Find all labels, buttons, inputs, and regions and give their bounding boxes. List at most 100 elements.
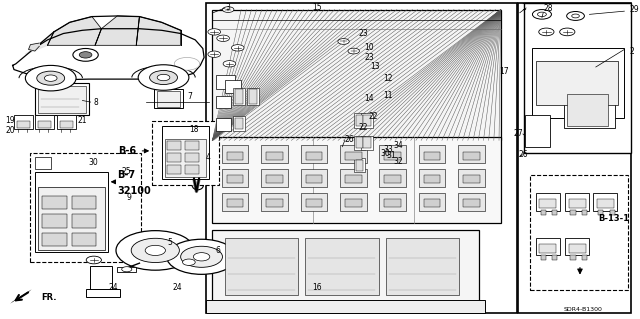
Bar [582,255,587,260]
Bar [424,152,440,160]
Bar [225,238,298,295]
Bar [235,118,243,129]
Bar [354,158,365,172]
Bar [362,136,372,150]
Circle shape [231,45,244,51]
Text: B-7: B-7 [117,170,136,181]
Bar [164,123,186,139]
Bar [565,193,589,211]
Bar [165,126,183,138]
Bar [424,199,440,207]
Bar [582,210,587,215]
Circle shape [208,29,221,35]
Text: 9: 9 [127,193,132,202]
Bar [227,175,243,183]
Circle shape [150,70,177,85]
Text: 32: 32 [393,157,403,166]
Bar [266,199,283,207]
Bar [225,80,241,93]
Bar [261,193,288,211]
Text: 5: 5 [168,238,172,247]
Bar [216,96,231,108]
Text: 26: 26 [344,135,354,144]
Polygon shape [95,16,140,45]
Bar [212,10,500,140]
Bar [570,210,575,215]
Bar [72,233,97,246]
Circle shape [182,259,195,265]
Bar [249,89,257,104]
Bar [567,94,609,126]
Bar [35,115,54,129]
Bar [385,238,459,295]
Bar [167,153,181,162]
Bar [541,255,546,260]
Bar [540,244,556,253]
Circle shape [44,75,57,81]
Bar [261,169,288,187]
Text: 14: 14 [364,94,374,103]
Text: 22: 22 [369,112,378,121]
Bar [212,230,479,303]
Bar [301,193,327,211]
Bar [38,121,51,128]
Bar [227,199,243,207]
Bar [17,121,30,128]
Circle shape [338,39,349,44]
Text: 6: 6 [216,246,220,255]
Text: 33: 33 [383,145,393,154]
Bar [536,61,618,105]
Bar [216,75,234,89]
Bar [86,289,120,297]
Bar [356,115,363,126]
Polygon shape [29,43,39,51]
Bar [38,86,86,113]
Circle shape [223,61,236,67]
Text: 30: 30 [88,158,99,167]
Text: 16: 16 [312,283,322,292]
Text: 11: 11 [383,91,393,100]
Text: 3: 3 [226,4,230,12]
Text: 28: 28 [544,4,554,13]
Circle shape [217,35,230,41]
Circle shape [157,74,170,81]
Bar [345,175,362,183]
Text: 10: 10 [364,43,374,52]
Bar [356,160,363,171]
Circle shape [532,10,552,19]
Text: 1: 1 [522,4,526,12]
Bar [419,145,445,163]
Text: 31: 31 [387,151,396,160]
Bar [569,244,586,253]
Bar [597,199,614,208]
Bar [152,121,219,185]
Circle shape [116,231,195,270]
Bar [117,267,136,272]
Bar [301,145,327,163]
Bar [185,165,199,174]
Bar [593,193,618,211]
Bar [356,137,363,148]
Bar [185,153,199,162]
Bar [385,175,401,183]
Text: 24: 24 [173,283,182,292]
Circle shape [86,256,101,264]
Bar [72,214,97,228]
Bar [518,3,630,313]
Bar [540,199,556,208]
Bar [185,141,199,150]
Bar [35,83,89,115]
Bar [38,187,104,250]
Bar [610,210,615,215]
Bar [532,48,625,118]
Bar [35,172,108,252]
Circle shape [538,12,547,17]
Circle shape [131,238,179,263]
Text: 18: 18 [189,125,198,134]
Bar [354,136,365,150]
Circle shape [223,7,234,12]
Text: 15: 15 [312,4,322,12]
Text: 30: 30 [380,149,390,158]
Bar [419,193,445,211]
Bar [598,210,604,215]
